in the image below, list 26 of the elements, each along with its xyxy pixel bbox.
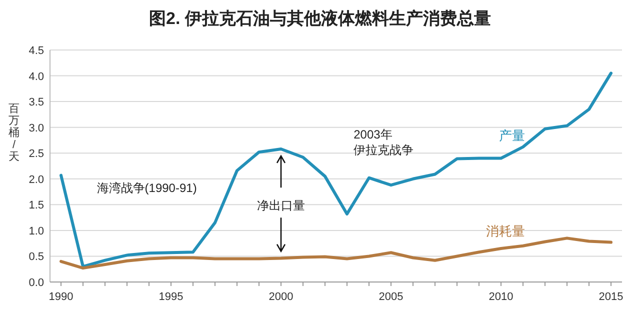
line-series [60,72,612,268]
annotation: 2003年 [354,128,392,142]
x-tick-label: 2000 [268,291,294,303]
x-tick-label: 1995 [158,291,184,303]
y-tick-label: 2.5 [28,148,44,160]
y-tick-label: 4.5 [28,45,44,57]
y-axis-title: 百万桶/天 [8,103,20,163]
series-label: 消耗量 [486,224,525,239]
y-tick-label: 1.5 [28,200,44,212]
y-tick-label: 0.5 [28,251,44,264]
x-tick-label: 2015 [598,291,624,303]
annotation: 伊拉克战争 [354,143,414,158]
y-tick-label: 2.0 [28,174,44,186]
series-label: 产量 [499,128,525,144]
x-tick-label: 2005 [378,291,404,303]
y-tick-label: 3.5 [28,96,44,109]
y-tick-label: 0.0 [28,277,44,289]
annotation: 海湾战争(1990-91) [96,180,197,195]
x-tick-label: 1990 [48,291,74,303]
y-tick-label: 4.0 [28,70,44,83]
chart-title: 图2. 伊拉克石油与其他液体燃料生产消费总量 [149,9,491,28]
line-series [60,236,612,270]
annotation: 净出口量 [257,198,305,213]
x-tick-label: 2010 [488,291,514,303]
y-tick-label: 3.0 [28,122,44,134]
y-tick-label: 1.0 [28,225,44,238]
